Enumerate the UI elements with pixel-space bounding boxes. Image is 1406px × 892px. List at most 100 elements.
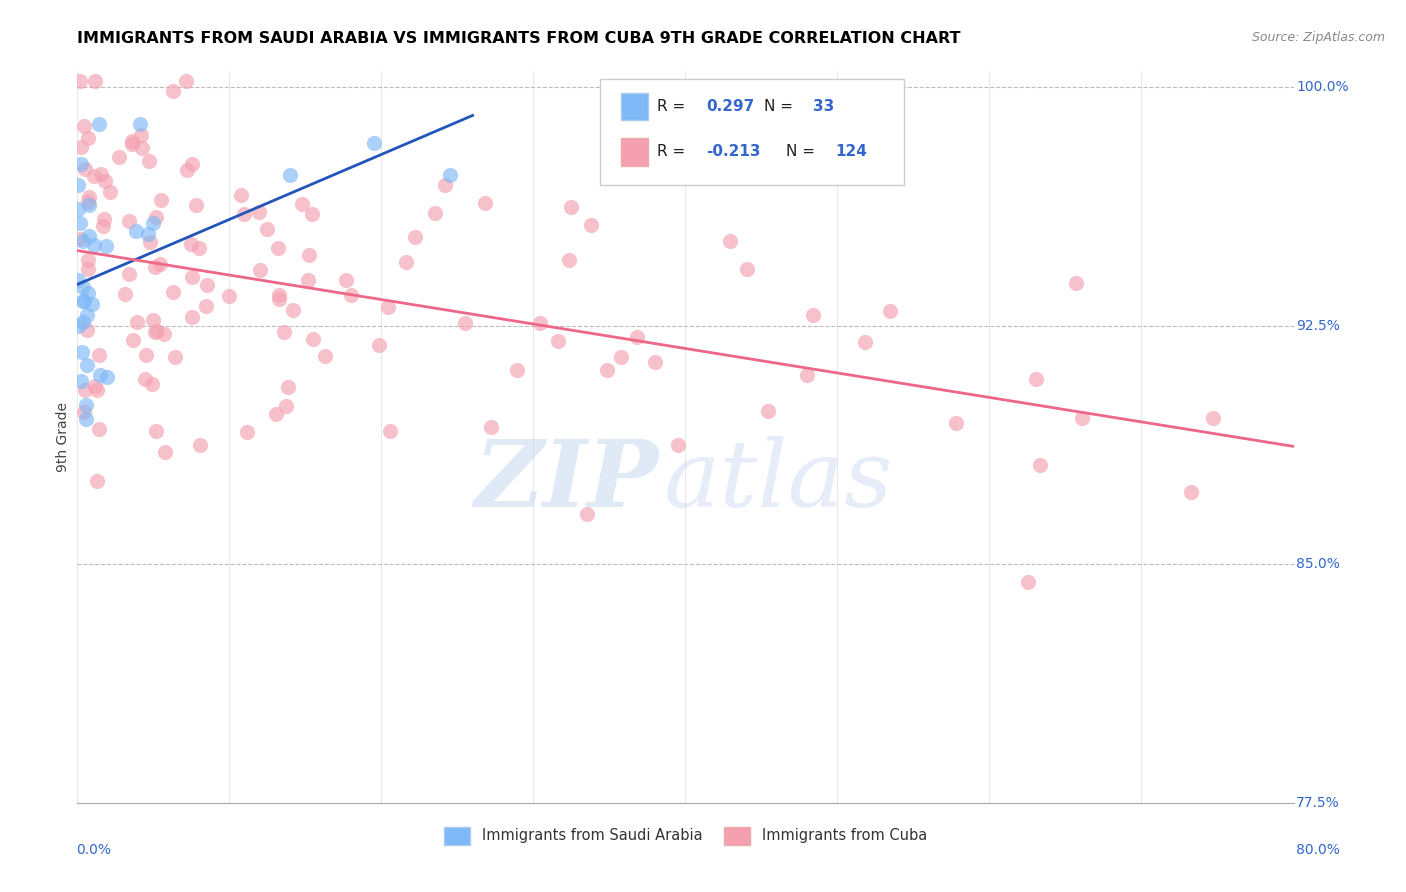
Point [163, 350, 186, 364]
Point [89, 116, 111, 130]
Text: 85.0%: 85.0% [1296, 558, 1340, 571]
Point [291, 196, 314, 211]
Point [195, 277, 218, 292]
Point [188, 438, 211, 452]
Point [1017, 575, 1039, 590]
Point [127, 315, 149, 329]
Point [756, 404, 779, 418]
Point [121, 333, 143, 347]
Point [73, 161, 96, 176]
Text: 0.0%: 0.0% [76, 843, 111, 857]
Point [98, 186, 121, 200]
Point [735, 262, 758, 277]
Point [277, 380, 299, 394]
Text: 0.297: 0.297 [706, 99, 755, 114]
Point [644, 354, 666, 368]
FancyBboxPatch shape [621, 138, 648, 166]
Point [162, 85, 184, 99]
Point [188, 241, 211, 255]
Point [301, 207, 323, 221]
Point [94, 239, 117, 253]
Point [77, 198, 100, 212]
Point [143, 325, 166, 339]
Point [395, 255, 418, 269]
Point [180, 310, 202, 325]
Point [581, 218, 603, 232]
Text: 77.5%: 77.5% [1296, 796, 1340, 810]
Point [76, 308, 98, 322]
Text: IMMIGRANTS FROM SAUDI ARABIA VS IMMIGRANTS FROM CUBA 9TH GRADE CORRELATION CHART: IMMIGRANTS FROM SAUDI ARABIA VS IMMIGRAN… [77, 31, 960, 46]
Text: R =: R = [658, 145, 690, 160]
Point [1202, 411, 1225, 425]
Point [718, 234, 741, 248]
Point [218, 289, 240, 303]
Point [264, 407, 287, 421]
Text: 80.0%: 80.0% [1296, 843, 1340, 857]
Point [479, 420, 502, 434]
Point [267, 292, 290, 306]
Point [377, 300, 399, 314]
Point [180, 236, 202, 251]
Point [363, 136, 385, 150]
Point [433, 178, 456, 193]
Point [149, 193, 172, 207]
Point [69, 74, 91, 88]
Point [72, 315, 94, 329]
Point [547, 334, 569, 348]
Point [138, 154, 160, 169]
Point [149, 257, 172, 271]
Text: 33: 33 [813, 99, 834, 114]
Point [267, 288, 290, 302]
Point [72, 294, 94, 309]
Point [335, 273, 357, 287]
Point [945, 416, 967, 430]
Point [69, 216, 91, 230]
Point [90, 168, 112, 182]
Point [558, 252, 581, 267]
Point [125, 224, 148, 238]
Point [69, 232, 91, 246]
Point [142, 313, 165, 327]
Point [77, 253, 100, 268]
Point [801, 308, 824, 322]
Point [281, 302, 304, 317]
Text: N =: N = [765, 99, 799, 114]
Point [76, 195, 98, 210]
Point [236, 425, 259, 439]
Point [153, 444, 176, 458]
Point [134, 372, 156, 386]
FancyBboxPatch shape [600, 78, 904, 185]
Point [297, 248, 319, 262]
Point [94, 174, 117, 188]
Point [128, 117, 150, 131]
Point [146, 325, 169, 339]
Point [666, 438, 689, 452]
Text: ZIP: ZIP [474, 436, 658, 526]
Point [266, 241, 288, 255]
Point [596, 363, 619, 377]
Point [80, 297, 103, 311]
Point [367, 338, 389, 352]
Point [69, 157, 91, 171]
Point [75, 383, 97, 397]
Point [274, 399, 297, 413]
Point [474, 195, 496, 210]
Point [439, 168, 461, 182]
Point [176, 163, 198, 178]
Point [89, 348, 111, 362]
FancyBboxPatch shape [621, 93, 648, 120]
Point [142, 216, 165, 230]
Point [145, 424, 167, 438]
Point [162, 285, 184, 299]
Point [70, 345, 93, 359]
Point [135, 348, 157, 362]
Point [77, 130, 100, 145]
Point [77, 286, 100, 301]
Point [256, 222, 278, 236]
Point [139, 235, 162, 249]
Point [75, 412, 97, 426]
Point [560, 200, 582, 214]
Point [73, 119, 96, 133]
Point [67, 202, 90, 217]
Point [114, 287, 136, 301]
